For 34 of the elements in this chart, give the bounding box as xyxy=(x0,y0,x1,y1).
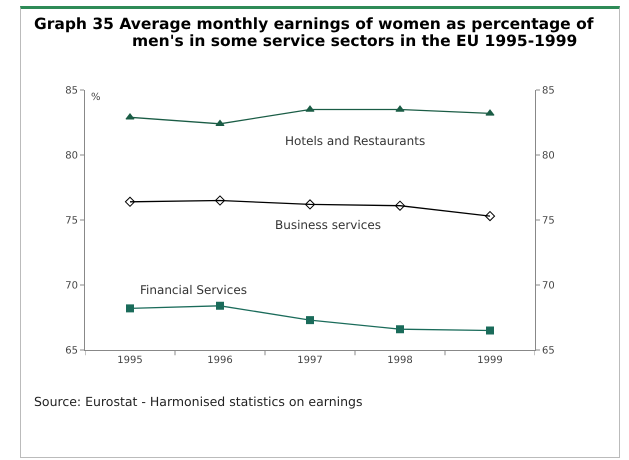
y-tick-label: 85 xyxy=(65,86,78,96)
point xyxy=(124,196,136,207)
point xyxy=(484,211,496,222)
y2-tick-label: 80 xyxy=(542,150,555,162)
point xyxy=(486,326,494,334)
chart-title: Graph 35 Average monthly earnings of women as percentage of men's in some service sectors in the EU 1995-1999 xyxy=(34,15,595,50)
point xyxy=(216,302,224,310)
y2-tick-label: 70 xyxy=(542,280,555,292)
x-tick-label: 1995 xyxy=(117,355,143,366)
y-axis-title: % xyxy=(91,92,101,103)
point xyxy=(394,200,406,211)
point xyxy=(306,316,314,324)
point xyxy=(126,304,134,312)
y2-tick-label: 75 xyxy=(542,216,555,226)
point xyxy=(214,195,226,206)
y-tick-label: 65 xyxy=(65,346,78,356)
point xyxy=(215,120,225,126)
y2-tick-label: 65 xyxy=(542,346,555,356)
x-tick-label: 1998 xyxy=(387,355,413,366)
y-tick-label: 70 xyxy=(65,280,78,292)
x-tick-label: 1997 xyxy=(297,355,323,366)
point xyxy=(304,199,316,210)
x-tick-label: 1999 xyxy=(477,355,503,366)
y-tick-label: 75 xyxy=(65,216,78,226)
y-tick-label: 80 xyxy=(65,150,78,162)
point xyxy=(125,113,135,120)
source-note: Source: Eurostat - Harmonised statistics on earnings xyxy=(34,394,362,409)
point xyxy=(485,109,495,116)
series-label: Financial Services xyxy=(140,283,247,297)
x-tick-label: 1996 xyxy=(207,355,233,366)
y2-tick-label: 85 xyxy=(542,86,555,96)
series-label: Hotels and Restaurants xyxy=(285,134,426,148)
series-label: Business services xyxy=(275,218,381,232)
point xyxy=(396,325,404,334)
